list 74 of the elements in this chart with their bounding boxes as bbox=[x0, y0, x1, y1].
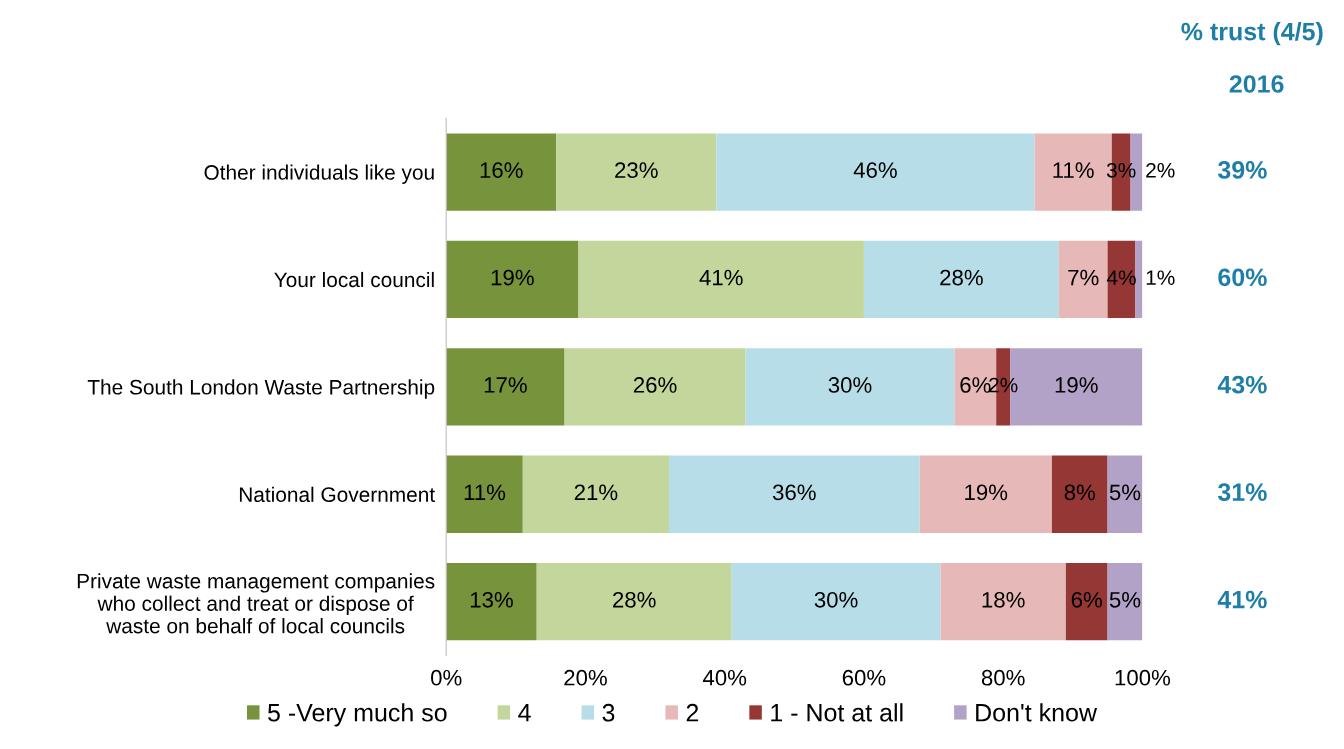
data-label: 19% bbox=[491, 269, 534, 286]
data-label: 11% bbox=[464, 484, 506, 501]
bar bbox=[446, 563, 537, 641]
x-tick-label: 80% bbox=[981, 669, 1025, 686]
x-tick-label: 60% bbox=[842, 669, 886, 686]
data-label: 30% bbox=[814, 591, 858, 608]
data-label: 13% bbox=[470, 591, 513, 608]
data-label: 7% bbox=[1068, 269, 1099, 286]
y-tick-label: Private waste management companies who collect and treat or dispose of waste on behalf of local councils bbox=[77, 573, 435, 634]
text: 43% bbox=[1217, 375, 1267, 394]
bar bbox=[446, 348, 565, 426]
bar bbox=[536, 563, 732, 641]
data-label: 28% bbox=[940, 269, 983, 286]
data-label: 18% bbox=[982, 591, 1025, 608]
bar bbox=[731, 563, 941, 641]
bar bbox=[940, 563, 1066, 641]
legend-label: 2 bbox=[686, 703, 699, 722]
data-label: 28% bbox=[613, 591, 656, 608]
data-label: 26% bbox=[633, 377, 677, 393]
data-label: 19% bbox=[1055, 377, 1098, 393]
bar bbox=[1051, 455, 1108, 533]
bar bbox=[1058, 240, 1108, 319]
data-label: 19% bbox=[965, 484, 1008, 501]
legend-label: 5 -Very much so bbox=[268, 703, 447, 727]
data-label: 23% bbox=[615, 162, 658, 179]
bar bbox=[668, 455, 920, 533]
data-label: 2% bbox=[1146, 162, 1175, 178]
y-tick-label: Your local council bbox=[274, 271, 434, 288]
data-label: 41% bbox=[699, 269, 743, 286]
data-label: 8% bbox=[1064, 484, 1096, 501]
data-label: 36% bbox=[772, 484, 816, 501]
bar bbox=[1107, 563, 1143, 641]
data-label: 17% bbox=[484, 377, 527, 393]
text: 31% bbox=[1217, 483, 1267, 502]
y-tick-label: Other individuals like you bbox=[204, 164, 434, 184]
x-tick-label: 40% bbox=[702, 669, 747, 686]
text: % trust (4/5) bbox=[1181, 22, 1323, 46]
bar bbox=[578, 240, 864, 319]
bar bbox=[446, 455, 523, 533]
legend-label: Don't know bbox=[976, 703, 1098, 722]
text: 39% bbox=[1217, 161, 1267, 179]
legend-label: 3 bbox=[602, 703, 615, 722]
bar bbox=[1065, 563, 1108, 641]
data-label: 5% bbox=[1109, 592, 1141, 608]
bar bbox=[556, 133, 717, 211]
bar bbox=[564, 348, 746, 426]
legend-label: 1 - Not at all bbox=[771, 703, 903, 722]
x-tick-label: 0% bbox=[431, 669, 462, 686]
y-tick-label: The South London Waste Partnership bbox=[87, 379, 435, 399]
data-label: 6% bbox=[960, 377, 991, 393]
x-tick-label: 100% bbox=[1115, 669, 1171, 686]
bar bbox=[919, 455, 1052, 533]
bar bbox=[446, 240, 579, 319]
text: 41% bbox=[1217, 590, 1267, 609]
bar bbox=[446, 133, 557, 211]
bar bbox=[1135, 240, 1143, 319]
data-label: 5% bbox=[1109, 484, 1141, 501]
x-tick-label: 20% bbox=[564, 669, 607, 686]
data-label: 6% bbox=[1071, 591, 1102, 608]
y-tick-label: National Government bbox=[239, 486, 435, 503]
text: 60% bbox=[1218, 268, 1267, 287]
bar bbox=[863, 240, 1059, 319]
data-label: 46% bbox=[853, 162, 897, 179]
legend-label: 4 bbox=[518, 704, 531, 722]
text: 2016 bbox=[1229, 75, 1284, 93]
data-label: 30% bbox=[828, 377, 872, 393]
data-label: 21% bbox=[574, 484, 618, 501]
bar bbox=[716, 133, 1035, 211]
data-label: 16% bbox=[480, 162, 523, 179]
bar bbox=[1107, 455, 1143, 533]
data-label: 1% bbox=[1146, 270, 1175, 285]
data-label: 11% bbox=[1053, 162, 1094, 178]
bar bbox=[745, 348, 955, 426]
bar bbox=[522, 455, 669, 533]
